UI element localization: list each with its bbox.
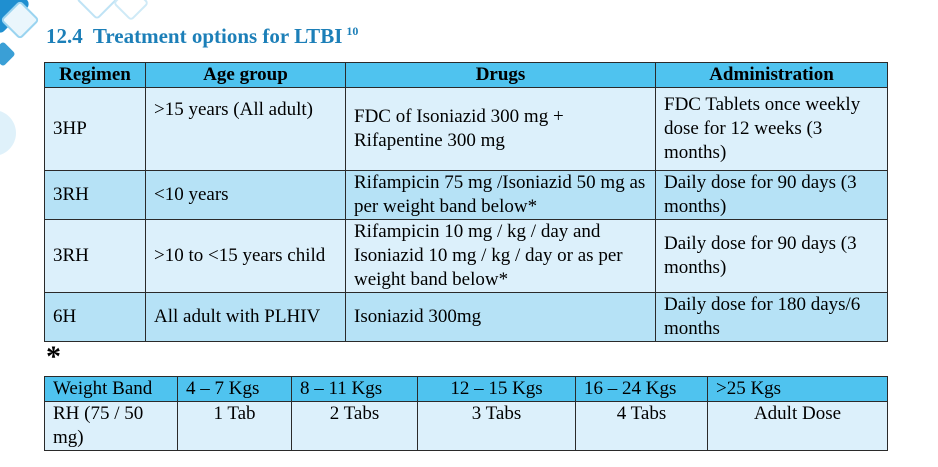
dose-row-label: RH (75 / 50 mg) [44, 401, 178, 451]
table-row: 6H All adult with PLHIV Isoniazid 300mg … [44, 292, 888, 342]
table-row: 3RH <10 years Rifampicin 75 mg /Isoniazi… [44, 170, 888, 220]
corner-decoration-outline-diamond-2 [75, 0, 119, 21]
cell-drugs: Isoniazid 300mg [345, 292, 656, 342]
section-title: Treatment options for LTBI [92, 24, 343, 48]
weight-band-cell: >25 Kgs [707, 376, 888, 402]
header-regimen: Regimen [44, 62, 146, 88]
table-row: 3RH >10 to <15 years child Rifampicin 10… [44, 219, 888, 293]
cell-drugs: Rifampicin 75 mg /Isoniazid 50 mg as per… [345, 170, 656, 220]
cell-regimen: 6H [44, 292, 146, 342]
corner-decoration-small-diamond [0, 41, 16, 67]
corner-decoration-outline-diamond-3 [112, 0, 150, 22]
cell-drugs: Rifampicin 10 mg / kg / day and Isoniazi… [345, 219, 656, 293]
dose-cell: 3 Tabs [417, 401, 576, 451]
treatment-options-table: Regimen Age group Drugs Administration 3… [44, 62, 888, 342]
cell-administration: Daily dose for 90 days (3 months) [655, 170, 888, 220]
weight-band-dose-row: RH (75 / 50 mg) 1 Tab 2 Tabs 3 Tabs 4 Ta… [44, 401, 888, 451]
dose-cell: 4 Tabs [575, 401, 708, 451]
cell-age-group: All adult with PLHIV [145, 292, 346, 342]
dose-cell: 2 Tabs [291, 401, 418, 451]
cell-administration: Daily dose for 180 days/6 months [655, 292, 888, 342]
weight-band-cell: 16 – 24 Kgs [575, 376, 708, 402]
weight-band-table: Weight Band 4 – 7 Kgs 8 – 11 Kgs 12 – 15… [44, 376, 888, 451]
cell-regimen: 3HP [44, 87, 146, 171]
header-age-group: Age group [145, 62, 346, 88]
weight-band-cell: 8 – 11 Kgs [291, 376, 418, 402]
weight-band-cell: 4 – 7 Kgs [177, 376, 292, 402]
table-header-row: Regimen Age group Drugs Administration [44, 62, 888, 88]
cell-administration: Daily dose for 90 days (3 months) [655, 219, 888, 293]
header-administration: Administration [655, 62, 888, 88]
cell-age-group: >10 to <15 years child [145, 219, 346, 293]
dose-cell: 1 Tab [177, 401, 292, 451]
section-reference: 10 [346, 24, 359, 38]
table-row: 3HP >15 years (All adult) FDC of Isoniaz… [44, 87, 888, 171]
section-heading: 12.4 Treatment options for LTBI 10 [46, 24, 358, 49]
cell-age-group: >15 years (All adult) [145, 87, 346, 171]
cell-administration: FDC Tablets once weekly dose for 12 week… [655, 87, 888, 171]
cell-regimen: 3RH [44, 170, 146, 220]
weight-band-label: Weight Band [44, 376, 178, 402]
header-drugs: Drugs [345, 62, 656, 88]
cell-drugs: FDC of Isoniazid 300 mg + Rifapentine 30… [345, 87, 656, 171]
weight-band-header-row: Weight Band 4 – 7 Kgs 8 – 11 Kgs 12 – 15… [44, 376, 888, 402]
section-number: 12.4 [46, 24, 83, 48]
corner-decoration-circle [0, 110, 16, 156]
cell-age-group: <10 years [145, 170, 346, 220]
cell-regimen: 3RH [44, 219, 146, 293]
footnote-asterisk: * [46, 340, 61, 373]
weight-band-cell: 12 – 15 Kgs [417, 376, 576, 402]
dose-cell: Adult Dose [707, 401, 888, 451]
